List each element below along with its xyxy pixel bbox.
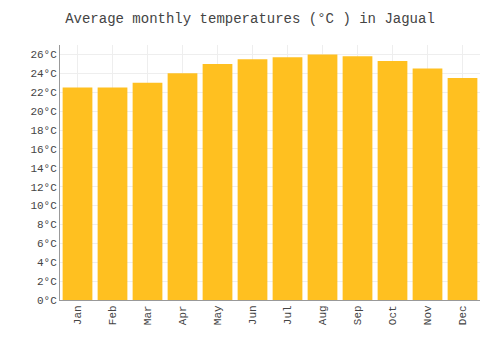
svg-text:Dec: Dec — [457, 305, 469, 325]
svg-text:2°C: 2°C — [37, 276, 57, 288]
svg-text:10°C: 10°C — [30, 200, 57, 212]
svg-text:Nov: Nov — [422, 305, 434, 325]
svg-text:16°C: 16°C — [30, 144, 57, 156]
svg-text:May: May — [212, 305, 224, 325]
svg-text:Sep: Sep — [352, 305, 364, 325]
svg-text:Aug: Aug — [317, 305, 329, 325]
svg-text:Jan: Jan — [72, 305, 84, 325]
svg-text:14°C: 14°C — [30, 163, 57, 175]
svg-text:0°C: 0°C — [37, 295, 57, 307]
svg-text:Jun: Jun — [247, 305, 259, 325]
svg-text:Average monthly temperatures (: Average monthly temperatures (°C ) in Ja… — [65, 11, 435, 27]
svg-text:4°C: 4°C — [37, 257, 57, 269]
svg-text:12°C: 12°C — [30, 182, 57, 194]
svg-text:26°C: 26°C — [30, 49, 57, 61]
svg-text:Apr: Apr — [177, 305, 189, 325]
svg-text:Mar: Mar — [142, 305, 154, 325]
svg-text:Feb: Feb — [107, 305, 119, 325]
svg-text:24°C: 24°C — [30, 68, 57, 80]
svg-text:22°C: 22°C — [30, 87, 57, 99]
svg-text:18°C: 18°C — [30, 125, 57, 137]
svg-text:8°C: 8°C — [37, 219, 57, 231]
svg-text:Oct: Oct — [387, 305, 399, 325]
svg-text:Jul: Jul — [282, 305, 294, 325]
svg-text:20°C: 20°C — [30, 106, 57, 118]
svg-text:6°C: 6°C — [37, 238, 57, 250]
